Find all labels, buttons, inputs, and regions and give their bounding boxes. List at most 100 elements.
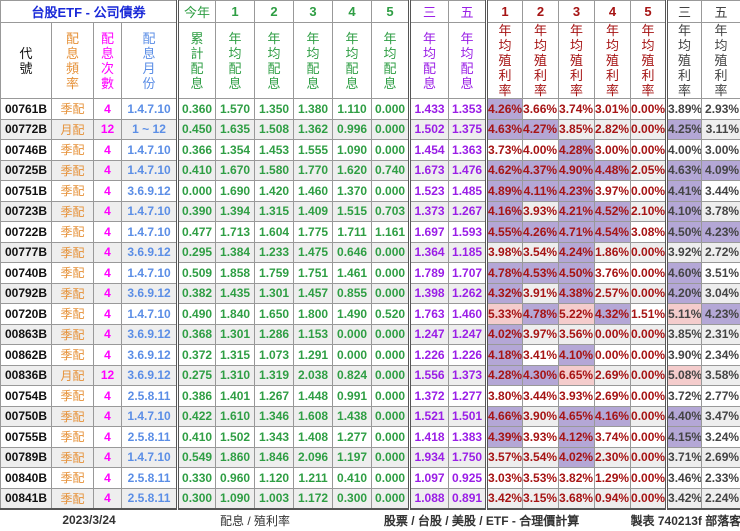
etf-code[interactable]: 00754B: [1, 386, 52, 407]
etf-code[interactable]: 00740B: [1, 263, 52, 284]
etf-code[interactable]: 00777B: [1, 242, 52, 263]
avg-dividend: 1.262: [449, 283, 487, 304]
avg-yield: 3.08%: [631, 222, 667, 243]
avg-yield: 3.85%: [559, 119, 595, 140]
yield-year-2-header: 2: [523, 1, 559, 23]
avg-yield: 2.33%: [702, 468, 740, 489]
etf-code[interactable]: 00761B: [1, 99, 52, 120]
etf-code[interactable]: 00840B: [1, 468, 52, 489]
avg5-div-header: 五: [449, 1, 487, 23]
etf-code[interactable]: 00720B: [1, 304, 52, 325]
avg-div-header: 年均配息: [345, 31, 359, 91]
avg-dividend: 0.740: [372, 160, 410, 181]
cumulative-dividend: 0.295: [178, 242, 216, 263]
avg-yield: 4.11%: [523, 181, 559, 202]
footer-credit[interactable]: 製表 740213f 部落客: [631, 509, 740, 531]
dividend-months: 3.6.9.12: [122, 181, 178, 202]
etf-code[interactable]: 00722B: [1, 222, 52, 243]
avg-yield: 3.44%: [523, 386, 559, 407]
avg3-yield-header: 三: [667, 1, 702, 23]
avg-yield: 0.00%: [631, 345, 667, 366]
avg-yield: 4.32%: [595, 304, 631, 325]
avg-dividend: 1.555: [294, 140, 333, 161]
avg-yield: 0.00%: [595, 345, 631, 366]
avg-dividend: 1.226: [449, 345, 487, 366]
avg-yield: 0.00%: [631, 283, 667, 304]
etf-code[interactable]: 00789B: [1, 447, 52, 468]
avg-yield: 3.46%: [667, 468, 702, 489]
etf-code[interactable]: 00772B: [1, 119, 52, 140]
avg-yield: 4.39%: [487, 427, 523, 448]
avg-dividend: 1.267: [255, 386, 294, 407]
avg-yield: 1.51%: [631, 304, 667, 325]
avg-dividend: 1.673: [410, 160, 449, 181]
avg-dividend: 1.448: [294, 386, 333, 407]
avg-yield: 3.03%: [487, 468, 523, 489]
dividend-frequency: 季配: [52, 427, 94, 448]
avg-dividend: 0.703: [372, 201, 410, 222]
avg-yield: 4.26%: [487, 99, 523, 120]
dividend-count: 12: [94, 119, 122, 140]
avg-yield: 0.00%: [631, 406, 667, 427]
footer-link-dividend-yield[interactable]: 配息 / 殖利率: [178, 509, 333, 531]
etf-code[interactable]: 00792B: [1, 283, 52, 304]
cumulative-dividend: 0.330: [178, 468, 216, 489]
avg-dividend: 1.707: [449, 263, 487, 284]
avg-dividend: 1.277: [449, 386, 487, 407]
avg-yield: 0.00%: [631, 365, 667, 386]
etf-code[interactable]: 00723B: [1, 201, 52, 222]
avg-dividend: 1.097: [410, 468, 449, 489]
dividend-count: 4: [94, 160, 122, 181]
avg-dividend: 0.996: [333, 119, 372, 140]
cumulative-dividend: 0.410: [178, 427, 216, 448]
avg-dividend: 1.354: [216, 140, 255, 161]
avg-dividend: 0.000: [372, 181, 410, 202]
etf-code[interactable]: 00755B: [1, 427, 52, 448]
avg-yield: 0.00%: [631, 447, 667, 468]
avg-yield: 3.01%: [595, 99, 631, 120]
avg-dividend: 1.003: [255, 488, 294, 509]
footer-link-fair-price[interactable]: 股票 / 台股 / 美股 / ETF - 合理價計算: [333, 509, 631, 531]
dividend-months: 2.5.8.11: [122, 427, 178, 448]
etf-code[interactable]: 00750B: [1, 406, 52, 427]
avg-dividend: 1.383: [449, 427, 487, 448]
yield-year-5-header: 5: [631, 1, 667, 23]
dividend-frequency: 季配: [52, 99, 94, 120]
avg-dividend: 0.000: [372, 447, 410, 468]
avg-dividend: 1.475: [294, 242, 333, 263]
etf-code[interactable]: 00862B: [1, 345, 52, 366]
avg-yield: 0.00%: [631, 119, 667, 140]
dividend-months: 1.4.7.10: [122, 222, 178, 243]
etf-code[interactable]: 00746B: [1, 140, 52, 161]
avg-dividend: 1.751: [294, 263, 333, 284]
avg-dividend: 0.824: [333, 365, 372, 386]
etf-code[interactable]: 00863B: [1, 324, 52, 345]
avg-yield: 3.78%: [702, 201, 740, 222]
etf-code[interactable]: 00751B: [1, 181, 52, 202]
avg-yield: 4.50%: [667, 222, 702, 243]
dividend-count: 4: [94, 345, 122, 366]
avg-dividend: 1.846: [255, 447, 294, 468]
avg-dividend: 1.394: [216, 201, 255, 222]
avg-dividend: 1.211: [294, 468, 333, 489]
avg-yield: 3.98%: [487, 242, 523, 263]
etf-code[interactable]: 00836B: [1, 365, 52, 386]
avg-yield: 4.71%: [559, 222, 595, 243]
avg-dividend: 0.000: [372, 427, 410, 448]
avg-dividend: 1.420: [255, 181, 294, 202]
dividend-frequency: 季配: [52, 140, 94, 161]
dividend-count: 4: [94, 283, 122, 304]
avg-dividend: 0.000: [372, 242, 410, 263]
etf-code[interactable]: 00725B: [1, 160, 52, 181]
avg-dividend: 1.233: [255, 242, 294, 263]
etf-code[interactable]: 00841B: [1, 488, 52, 509]
avg-yield: 3.53%: [523, 468, 559, 489]
dividend-frequency: 月配: [52, 119, 94, 140]
avg-yield: 3.58%: [702, 365, 740, 386]
avg-dividend: 1.226: [410, 345, 449, 366]
